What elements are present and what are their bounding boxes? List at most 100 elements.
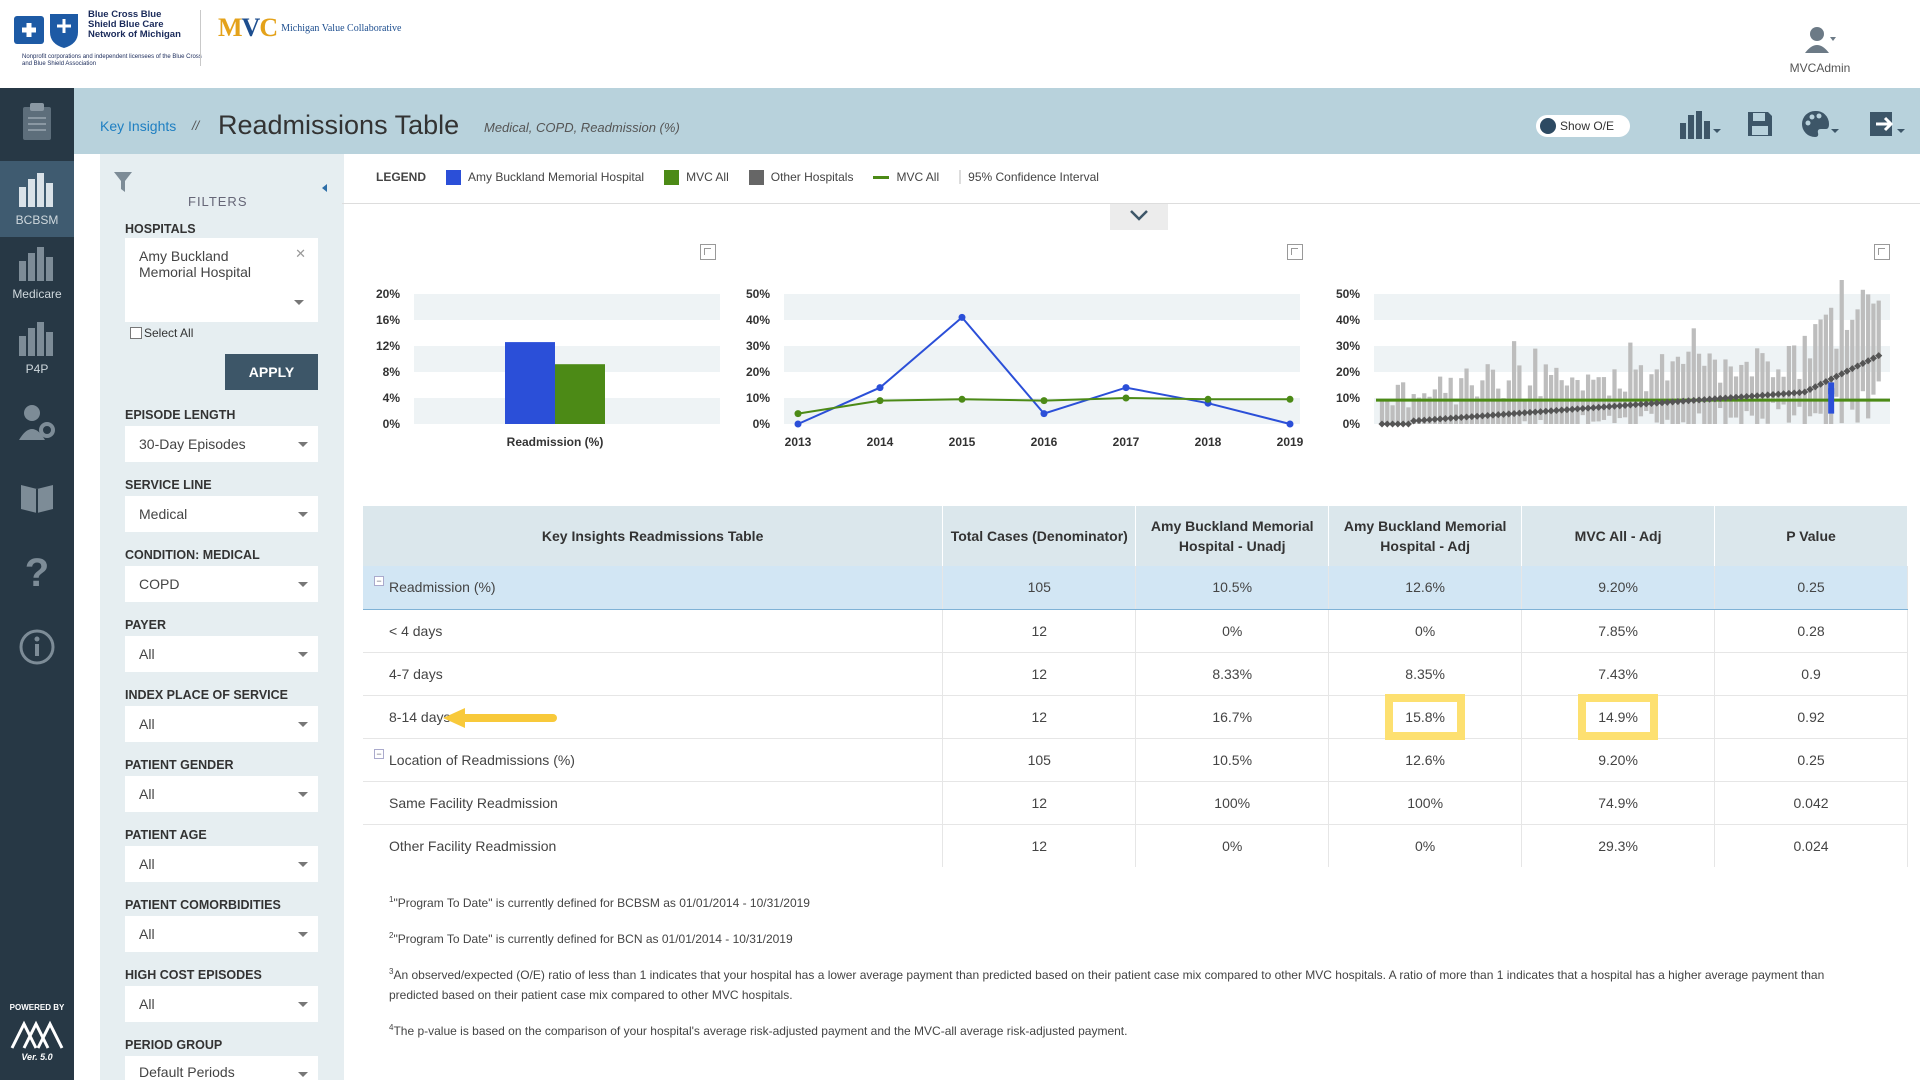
select-all-checkbox[interactable]: Select All: [130, 326, 193, 340]
table-row[interactable]: − Location of Readmissions (%) 105 10.5% …: [363, 738, 1908, 782]
nav-p4p[interactable]: P4P: [0, 313, 74, 383]
footnote-text: "Program To Date" is currently defined f…: [393, 896, 810, 910]
x-tick-label: 2015: [949, 435, 976, 449]
collapse-filters-icon[interactable]: [322, 184, 327, 192]
legend-title: LEGEND: [376, 170, 427, 184]
ci-bar: [1829, 307, 1834, 424]
clipboard-icon: [20, 102, 54, 145]
period-group-select[interactable]: Default Periods: [125, 1056, 318, 1080]
table-cell: 74.9%: [1521, 781, 1716, 825]
data-point: [794, 420, 802, 428]
nav-medicare[interactable]: Medicare: [0, 238, 74, 308]
collapse-group-icon[interactable]: −: [374, 748, 384, 759]
col-header[interactable]: Key Insights Readmissions Table: [363, 506, 944, 566]
data-point: [1204, 395, 1212, 403]
hospital-multiselect[interactable]: Amy Buckland Memorial Hospital ✕: [125, 238, 318, 322]
user-menu[interactable]: MVCAdmin: [1780, 26, 1860, 75]
row-label-cell: − Location of Readmissions (%): [363, 738, 944, 782]
chart-legend: LEGEND Amy Buckland Memorial Hospital MV…: [376, 168, 1119, 186]
show-oe-toggle[interactable]: Show O/E: [1536, 115, 1630, 137]
row-label-cell: − Readmission (%): [363, 566, 944, 610]
table-row[interactable]: 4-7 days 12 8.33% 8.35% 7.43% 0.9: [363, 652, 1908, 696]
col-header[interactable]: Total Cases (Denominator): [942, 506, 1137, 566]
export-button[interactable]: [1866, 110, 1906, 142]
ci-bar: [1844, 329, 1850, 400]
table-cell: 12: [942, 695, 1137, 739]
comorbidities-select[interactable]: All: [125, 916, 318, 952]
ci-bar: [1401, 382, 1406, 424]
filter-label: SERVICE LINE: [125, 478, 212, 492]
col-header[interactable]: MVC All - Adj: [1521, 506, 1716, 566]
chart-type-button[interactable]: [1678, 110, 1722, 142]
ci-bar: [1385, 399, 1390, 424]
filter-label: EPISODE LENGTH: [125, 408, 236, 422]
y-tick-label: 10%: [1336, 391, 1360, 405]
palette-button[interactable]: [1800, 110, 1840, 142]
row-label: 4-7 days: [363, 652, 944, 696]
table-row[interactable]: − Readmission (%) 105 10.5% 12.6% 9.20% 0…: [363, 566, 1908, 610]
patient-gender-select[interactable]: All: [125, 776, 318, 812]
filter-label: HIGH COST EPISODES: [125, 968, 262, 982]
footnote: 1"Program To Date" is currently defined …: [389, 890, 1849, 913]
ci-bar: [1564, 385, 1570, 424]
collapse-charts-button[interactable]: [1110, 204, 1168, 230]
select-value: All: [139, 646, 155, 662]
service-line-select[interactable]: Medical: [125, 496, 318, 532]
hospital-point: [1558, 406, 1566, 414]
row-label: Other Facility Readmission: [363, 824, 944, 867]
condition-select[interactable]: COPD: [125, 566, 318, 602]
arrow-left-icon: [443, 707, 557, 728]
chevron-down-icon: [1129, 208, 1149, 226]
y-tick-label: 30%: [1336, 339, 1360, 353]
index-place-select[interactable]: All: [125, 706, 318, 742]
hospital-point: [1854, 362, 1862, 370]
y-tick-label: 4%: [383, 391, 401, 405]
remove-hospital-icon[interactable]: ✕: [295, 246, 306, 261]
table-row[interactable]: 8-14 days 12 16.7% 15.8% 14.9% 0.92: [363, 693, 1908, 740]
collapse-group-icon[interactable]: −: [374, 576, 384, 586]
ci-bar: [1554, 367, 1559, 424]
row-label: Location of Readmissions (%): [389, 751, 575, 768]
hospital-point: [1600, 403, 1608, 411]
nav-settings[interactable]: [0, 388, 74, 458]
col-header[interactable]: Amy Buckland Memorial Hospital - Adj: [1328, 506, 1523, 566]
nav-bcbsm[interactable]: BCBSM: [0, 161, 74, 237]
episode-length-select[interactable]: 30-Day Episodes: [125, 426, 318, 462]
expand-chart-icon[interactable]: [1874, 244, 1890, 260]
legend-label: Amy Buckland Memorial Hospital: [468, 170, 645, 184]
table-cell: 29.3%: [1521, 824, 1716, 867]
selected-hospital-point: [1828, 388, 1835, 395]
left-nav: BCBSM Medicare P4P ?: [0, 88, 74, 1080]
apply-button[interactable]: APPLY: [225, 354, 318, 390]
table-row[interactable]: Same Facility Readmission 12 100% 100% 7…: [363, 781, 1908, 825]
patient-age-select[interactable]: All: [125, 846, 318, 882]
nav-docs[interactable]: [0, 463, 74, 533]
select-all-label: Select All: [144, 326, 194, 340]
col-header[interactable]: P Value: [1714, 506, 1908, 566]
expand-chart-icon[interactable]: [700, 244, 716, 260]
table-cell: 0.042: [1714, 781, 1908, 825]
table-row[interactable]: Other Facility Readmission 12 0% 0% 29.3…: [363, 824, 1908, 867]
table-cell: 12: [942, 781, 1137, 825]
highlighted-value: 15.8%: [1385, 693, 1465, 740]
page-title: Readmissions Table: [218, 110, 460, 140]
bar-chart-icon: [17, 320, 57, 359]
breadcrumb-key-insights[interactable]: Key Insights: [100, 118, 177, 134]
book-icon: [19, 479, 55, 518]
high-cost-select[interactable]: All: [125, 986, 318, 1022]
data-point: [1286, 420, 1294, 428]
filter-funnel-icon: [114, 172, 132, 197]
payer-select[interactable]: All: [125, 636, 318, 672]
nav-info[interactable]: [0, 613, 74, 683]
hospital-point: [1637, 400, 1645, 408]
grid-band: [784, 294, 1300, 320]
nav-help[interactable]: ?: [0, 538, 74, 608]
col-header[interactable]: Amy Buckland Memorial Hospital - Unadj: [1135, 506, 1330, 566]
nav-home[interactable]: [0, 88, 74, 158]
logo-divider: [200, 10, 201, 66]
expand-chart-icon[interactable]: [1287, 244, 1303, 260]
table-row[interactable]: < 4 days 12 0% 0% 7.85% 0.28: [363, 609, 1908, 653]
chevron-down-icon: [298, 652, 308, 657]
save-button[interactable]: [1746, 110, 1774, 142]
table-cell: 0.024: [1714, 824, 1908, 867]
